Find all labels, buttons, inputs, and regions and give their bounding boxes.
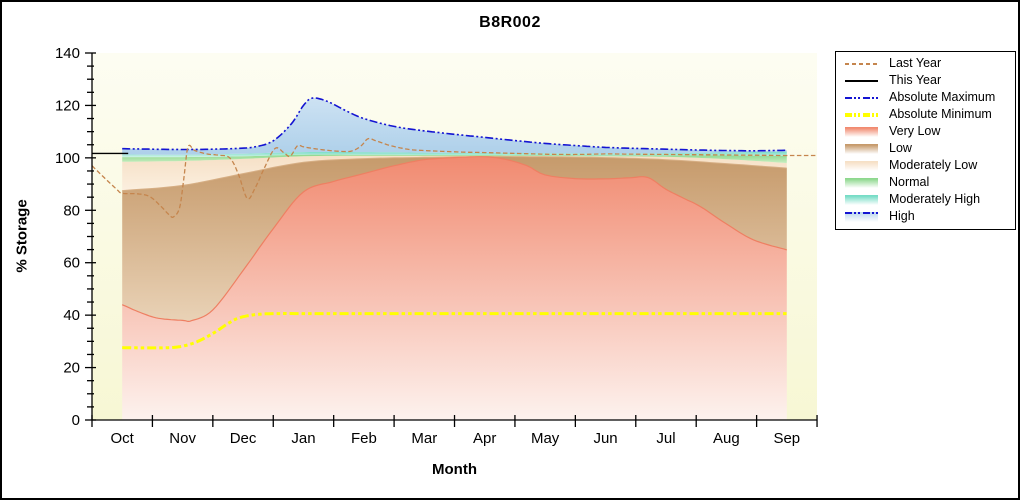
legend-item: Last Year xyxy=(836,55,1015,72)
x-tick-label: Jul xyxy=(656,430,675,447)
legend: Last Year This Year Absolute Maximum Absolu… xyxy=(835,51,1016,230)
x-tick-label: Apr xyxy=(473,430,496,447)
legend-label: Low xyxy=(889,141,912,155)
y-tick-label: 40 xyxy=(63,307,80,324)
legend-item: Moderately High xyxy=(836,191,1015,208)
band-high xyxy=(122,98,787,155)
legend-item: Absolute Minimum xyxy=(836,106,1015,123)
legend-item: This Year xyxy=(836,72,1015,89)
x-tick-label: Dec xyxy=(230,430,257,447)
legend-item: Moderately Low xyxy=(836,157,1015,174)
legend-swatch-line xyxy=(845,211,878,214)
legend-label: Absolute Maximum xyxy=(889,90,996,104)
legend-swatch xyxy=(845,194,878,205)
y-tick-label: 140 xyxy=(55,45,80,62)
legend-item: Very Low xyxy=(836,123,1015,140)
legend-item: Absolute Maximum xyxy=(836,89,1015,106)
absolute-minimum-line xyxy=(122,312,787,350)
y-tick-label: 0 xyxy=(72,412,80,429)
x-tick-label: Feb xyxy=(351,430,377,447)
legend-swatch xyxy=(845,177,878,188)
legend-label: Moderately High xyxy=(889,192,981,206)
legend-swatch xyxy=(845,112,878,117)
band-moderately_high xyxy=(122,151,787,158)
legend-label: Very Low xyxy=(889,124,941,138)
legend-swatch xyxy=(845,143,878,154)
legend-swatch xyxy=(845,79,878,82)
legend-label: Moderately Low xyxy=(889,158,978,172)
x-tick-label: Mar xyxy=(411,430,437,447)
legend-item: Low xyxy=(836,140,1015,157)
band-low xyxy=(122,156,787,322)
x-tick-label: Jan xyxy=(291,430,315,447)
legend-swatch xyxy=(845,96,878,99)
page-title: B8R002 xyxy=(479,14,541,31)
x-tick-label: Oct xyxy=(111,430,135,447)
line-last-year xyxy=(91,137,817,218)
x-tick-label: Nov xyxy=(169,430,196,447)
legend-swatch xyxy=(845,211,878,222)
legend-item: High xyxy=(836,208,1015,225)
y-axis-title: % Storage xyxy=(13,199,31,273)
legend-item: Normal xyxy=(836,174,1015,191)
low-band-top-edge xyxy=(122,156,787,192)
y-tick-label: 60 xyxy=(63,255,80,272)
y-tick-label: 120 xyxy=(55,97,80,114)
legend-swatch xyxy=(845,126,878,137)
y-tick-label: 100 xyxy=(55,150,80,167)
x-tick-label: May xyxy=(531,430,560,447)
x-tick-label: Aug xyxy=(713,430,740,447)
very-low-band-top-edge xyxy=(121,156,787,322)
legend-label: Absolute Minimum xyxy=(889,107,992,121)
x-tick-label: Jun xyxy=(593,430,617,447)
legend-label: Last Year xyxy=(889,56,942,70)
legend-swatch xyxy=(845,160,878,171)
y-tick-label: 20 xyxy=(63,360,80,377)
legend-label: Normal xyxy=(889,175,930,189)
absolute-maximum-line xyxy=(122,97,787,152)
legend-swatch xyxy=(845,62,878,65)
x-axis-title: Month xyxy=(432,461,477,478)
axes xyxy=(85,52,818,427)
band-very_low xyxy=(122,156,787,420)
y-tick-label: 80 xyxy=(63,202,80,219)
legend-label: This Year xyxy=(889,73,942,87)
x-tick-label: Sep xyxy=(773,430,800,447)
legend-label: High xyxy=(889,209,915,223)
